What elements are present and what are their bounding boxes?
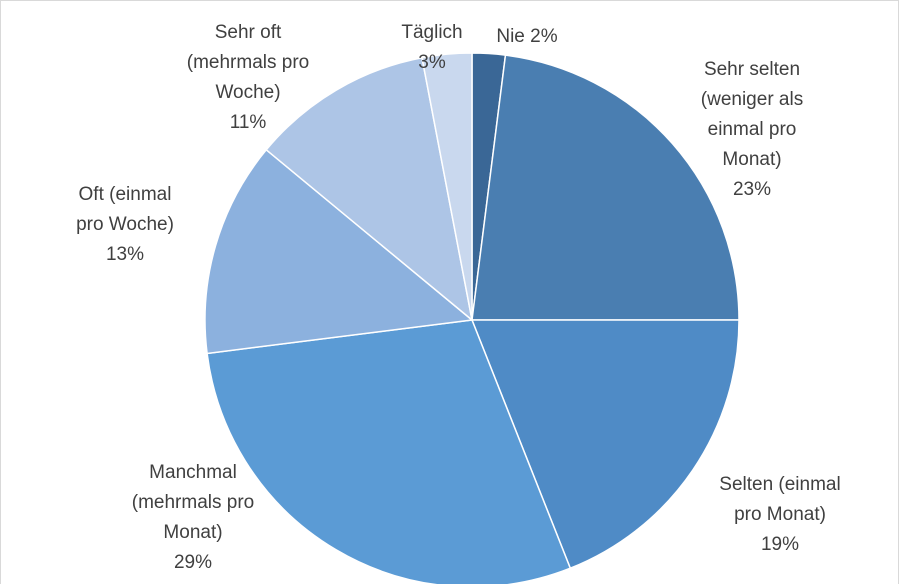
category-label: Sehr selten (weniger als einmal pro Mona… <box>700 59 804 170</box>
pie-slice <box>421 52 473 321</box>
value-label: 13% <box>105 244 145 265</box>
value-label: 29% <box>173 552 213 573</box>
value-label: 3% <box>418 52 446 73</box>
data-label: Sehr oft (mehrmals pro Woche) 11% <box>178 18 318 138</box>
data-label: Nie 2% <box>467 22 587 52</box>
category-label: Manchmal (mehrmals pro Monat) <box>131 462 255 543</box>
data-label: Manchmal (mehrmals pro Monat) 29% <box>123 458 263 578</box>
category-label: Täglich <box>401 22 463 43</box>
data-label: Oft (einmal pro Woche) 13% <box>65 180 185 270</box>
value-label: 19% <box>760 534 800 555</box>
pie-slice <box>265 56 474 322</box>
value-label: 23% <box>732 179 772 200</box>
pie-slice <box>470 319 740 570</box>
category-label: Sehr oft (mehrmals pro Woche) <box>186 22 310 103</box>
pie-slice <box>206 319 572 584</box>
category-label: Selten (einmal pro Monat) <box>719 474 841 525</box>
data-label: Täglich 3% <box>392 18 472 78</box>
data-label: Sehr selten (weniger als einmal pro Mona… <box>687 55 817 205</box>
pie-slice <box>204 148 474 355</box>
pie-slice <box>471 54 740 321</box>
category-label: Oft (einmal pro Woche) <box>76 184 174 235</box>
value-label: 2% <box>530 26 558 47</box>
category-label: Nie <box>496 26 525 47</box>
data-label: Selten (einmal pro Monat) 19% <box>705 470 855 560</box>
value-label: 11% <box>229 112 267 133</box>
